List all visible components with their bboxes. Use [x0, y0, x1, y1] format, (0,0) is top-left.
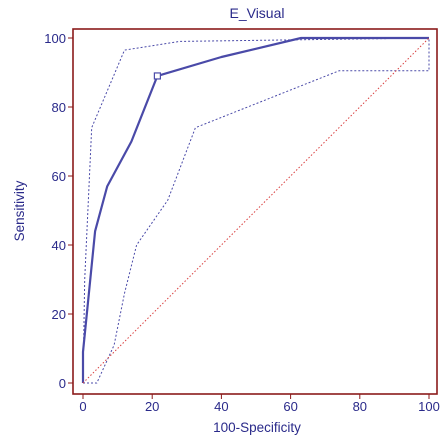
plot-area: 0 20 40 60 80 100 0 20 40 60 80 100 — [44, 28, 440, 414]
x-axis-label: 100-Specificity — [213, 420, 301, 435]
reference-diagonal — [82, 37, 430, 384]
x-tick-label: 80 — [353, 399, 367, 414]
y-tick-label: 40 — [52, 238, 66, 253]
upper-confidence-bound — [82, 37, 430, 384]
x-tick-label: 100 — [418, 399, 440, 414]
y-tick-label: 60 — [52, 169, 66, 184]
plot-frame — [72, 28, 438, 395]
y-axis-label: Sensitivity — [12, 180, 27, 241]
cutoff-marker — [153, 72, 161, 80]
y-tick-label: 100 — [44, 31, 66, 46]
y-tick-label: 0 — [59, 376, 66, 391]
lower-confidence-bound — [83, 38, 430, 384]
y-tick-label: 80 — [52, 100, 66, 115]
x-tick-label: 40 — [214, 399, 228, 414]
y-tick-label: 20 — [52, 307, 66, 322]
chart-title: E_Visual — [229, 5, 284, 21]
x-tick-label: 0 — [79, 399, 86, 414]
roc-curve — [81, 36, 429, 383]
x-tick-label: 60 — [283, 399, 297, 414]
x-tick-label: 20 — [145, 399, 159, 414]
